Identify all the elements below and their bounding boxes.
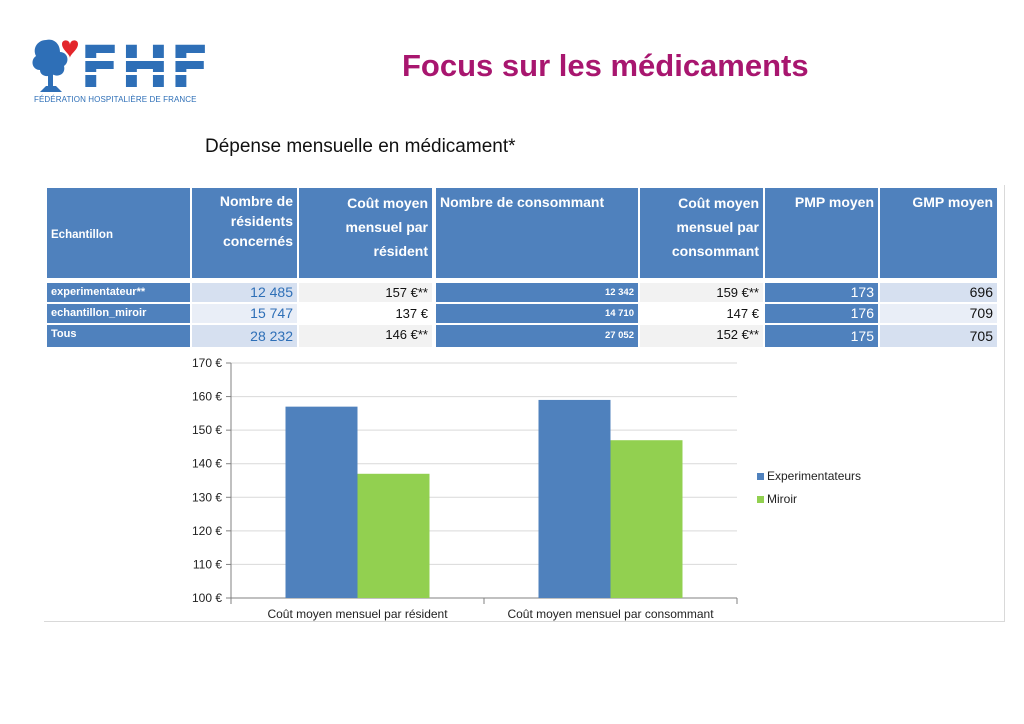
page-title: Focus sur les médicaments [402, 48, 809, 83]
header-cout-consommant: Coût moyen mensuel par consommant [640, 188, 763, 278]
header-pmp: PMP moyen [765, 188, 878, 278]
data-table: Echantillon Nombre de résidents concerné… [44, 185, 1005, 622]
cell-residents: 28 232 [192, 325, 297, 347]
header-nombre-consommant: Nombre de consommant [436, 188, 638, 278]
header-gmp: GMP moyen [880, 188, 997, 278]
cell-gmp: 696 [880, 283, 997, 302]
cell-residents: 15 747 [192, 304, 297, 323]
cell-cout-resident: 146 €** [299, 325, 432, 347]
cell-cout-consommant: 152 €** [640, 325, 763, 347]
header-nombre-residents: Nombre de résidents concernés [192, 188, 297, 278]
row-label-miroir: echantillon_miroir [47, 304, 190, 323]
page-subtitle: Dépense mensuelle en médicament* [205, 136, 516, 157]
header-cout-resident: Coût moyen mensuel par résident [299, 188, 432, 278]
cell-pmp: 176 [765, 304, 878, 323]
cell-consommants: 14 710 [436, 304, 638, 323]
cell-residents: 12 485 [192, 283, 297, 302]
cell-cout-consommant: 159 €** [640, 283, 763, 302]
row-label-experimentateur: experimentateur** [47, 283, 190, 302]
cell-pmp: 175 [765, 325, 878, 347]
cell-consommants: 27 052 [436, 325, 638, 347]
logo-letters: FHF [80, 33, 211, 101]
cell-consommants: 12 342 [436, 283, 638, 302]
cell-pmp: 173 [765, 283, 878, 302]
tree-heart-icon [32, 39, 78, 92]
logo-stripes [80, 58, 210, 75]
cell-gmp: 705 [880, 325, 997, 347]
logo-subtitle: FÉDÉRATION HOSPITALIÈRE DE FRANCE [34, 95, 197, 104]
cell-cout-consommant: 147 € [640, 304, 763, 323]
cell-cout-resident: 157 €** [299, 283, 432, 302]
fhf-logo: FHF FÉDÉRATION HOSPITALIÈRE DE FRANCE [28, 32, 210, 110]
cell-cout-resident: 137 € [299, 304, 432, 323]
row-label-tous: Tous [47, 325, 190, 347]
header-echantillon: Echantillon [47, 188, 190, 278]
cell-gmp: 709 [880, 304, 997, 323]
